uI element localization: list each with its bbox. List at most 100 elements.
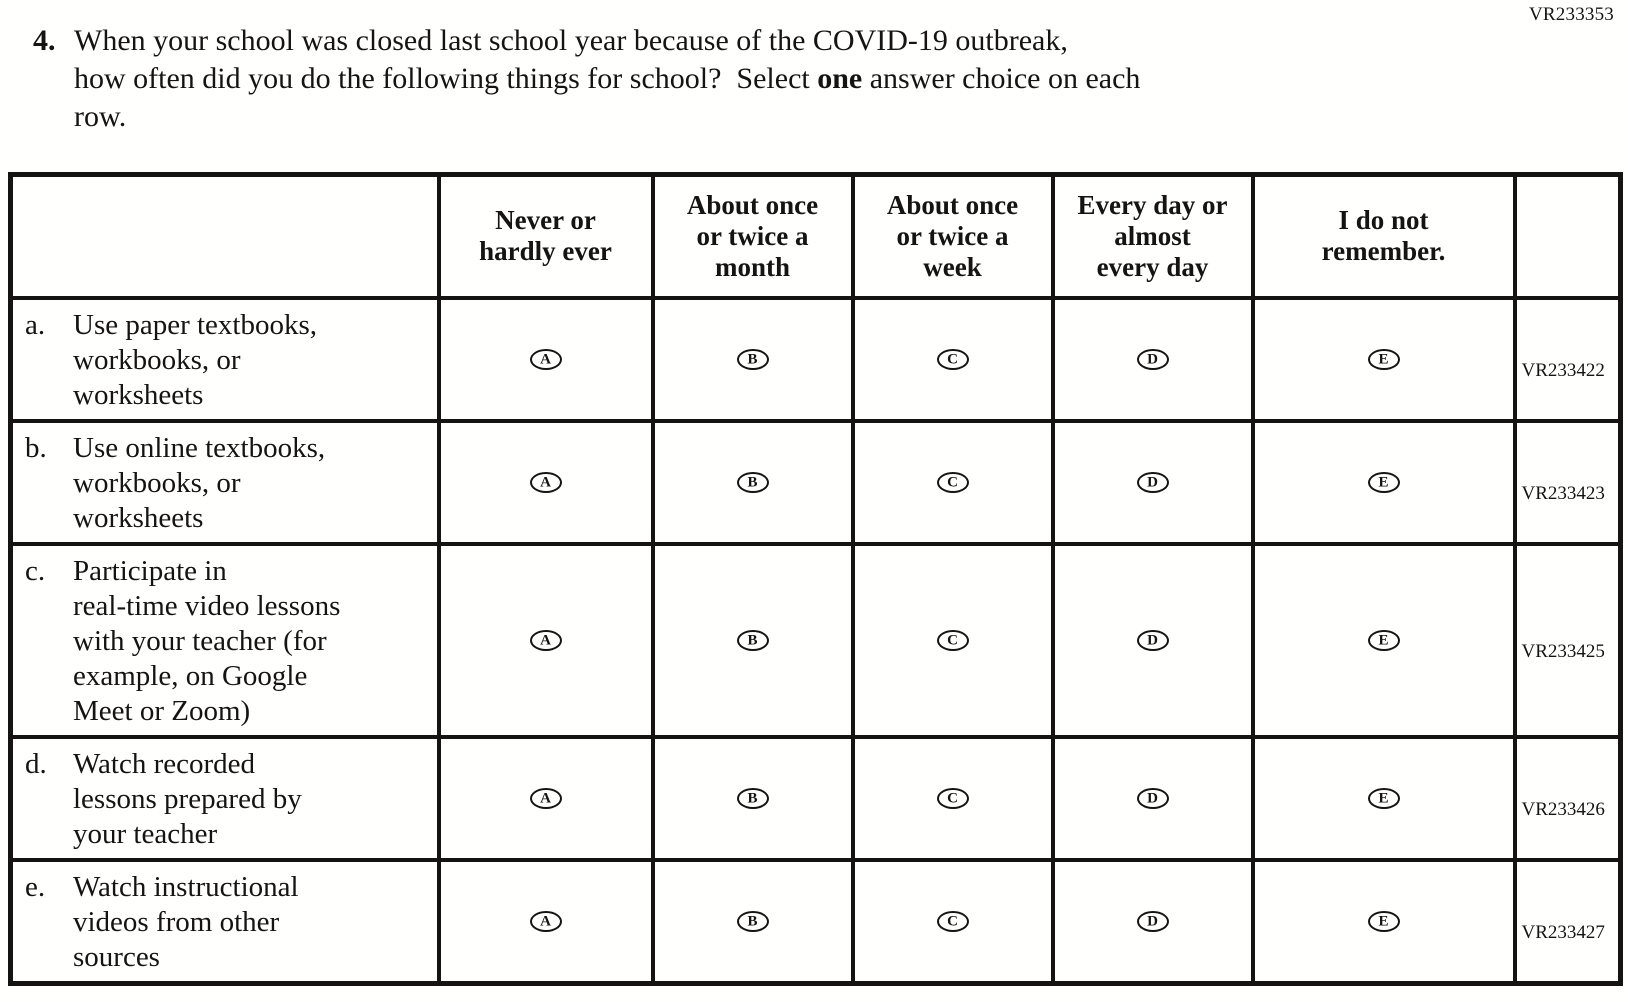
answer-bubble-e-C[interactable]: C — [936, 910, 969, 932]
choice-cell: C — [850, 857, 1055, 985]
column-header-line: About once — [886, 189, 1019, 220]
question-text-line: row. — [74, 100, 127, 133]
item-cell-c: c. Participate in real-time video lessons w… — [8, 541, 441, 739]
answer-bubble-c-D[interactable]: D — [1136, 629, 1169, 651]
question-text-line: When your school was closed last school … — [74, 24, 1068, 57]
answer-bubble-e-B[interactable]: B — [736, 910, 769, 932]
bubble-letter: B — [747, 351, 758, 367]
choice-cell: A — [436, 857, 655, 985]
choice-cell: C — [850, 418, 1055, 546]
row-code: VR233427 — [1521, 922, 1605, 943]
item-wrap: a. Use paper textbooks, workbooks, or works… — [25, 308, 433, 413]
answer-bubble-a-B[interactable]: B — [736, 348, 769, 370]
item-text-line: workbooks, or — [73, 343, 241, 376]
table-row-d: d. Watch recorded lessons prepared by your … — [8, 734, 1623, 862]
answer-bubble-d-B[interactable]: B — [736, 787, 769, 809]
bubble-letter: E — [1378, 351, 1389, 367]
item-text-line: Participate in — [73, 554, 227, 587]
bubble-letter: B — [747, 790, 758, 806]
bubble-letter: E — [1378, 474, 1389, 490]
item-text-line: Use online textbooks, — [73, 431, 326, 464]
answer-bubble-a-D[interactable]: D — [1136, 348, 1169, 370]
column-header-line: week — [923, 251, 982, 282]
item-wrap: e. Watch instructional videos from other so… — [25, 870, 433, 975]
column-header-4: Every day or almost every day — [1050, 172, 1255, 300]
answer-bubble-a-C[interactable]: C — [936, 348, 969, 370]
answer-bubble-b-E[interactable]: E — [1367, 471, 1400, 493]
bubble-letter: E — [1378, 790, 1389, 806]
choice-cell: A — [436, 418, 655, 546]
item-text-line: Use paper textbooks, — [73, 308, 318, 341]
item-text-line: Meet or Zoom) — [73, 694, 251, 727]
bubble-letter: C — [947, 632, 958, 648]
question-text-segment: answer choice on each — [862, 62, 1141, 95]
item-text-line: videos from other — [73, 905, 280, 938]
row-code: VR233423 — [1521, 483, 1605, 504]
bubble-letter: C — [947, 790, 958, 806]
bubble-letter: C — [947, 351, 958, 367]
item-text-line: Watch recorded — [73, 747, 256, 780]
answer-bubble-b-C[interactable]: C — [936, 471, 969, 493]
choice-cell: E — [1250, 857, 1517, 985]
item-cell-e: e. Watch instructional videos from other so… — [8, 857, 441, 985]
column-header-line: month — [714, 251, 790, 282]
answer-bubble-a-A[interactable]: A — [529, 348, 562, 370]
answer-bubble-e-A[interactable]: A — [529, 910, 562, 932]
item-text: Watch instructional videos from other sour… — [73, 870, 299, 975]
answer-bubble-d-A[interactable]: A — [529, 787, 562, 809]
column-header-3: About once or twice a week — [850, 172, 1055, 300]
column-header-line: every day — [1096, 251, 1209, 282]
row-code-cell: VR233427 — [1512, 857, 1623, 985]
choice-cell: A — [436, 734, 655, 862]
bubble-letter: D — [1147, 632, 1158, 648]
answer-bubble-c-B[interactable]: B — [736, 629, 769, 651]
choice-cell: D — [1050, 418, 1255, 546]
table-body: a. Use paper textbooks, workbooks, or works… — [8, 295, 1623, 985]
item-letter: d. — [25, 747, 47, 780]
question-block: 4. When your school was closed last scho… — [33, 22, 1628, 136]
answer-bubble-c-A[interactable]: A — [529, 629, 562, 651]
item-text-line: sources — [73, 940, 160, 973]
question-number: 4. — [33, 24, 56, 57]
choice-cell: D — [1050, 541, 1255, 739]
item-text-line: worksheets — [73, 378, 204, 411]
answer-bubble-b-D[interactable]: D — [1136, 471, 1169, 493]
column-header-line: hardly ever — [479, 236, 612, 267]
bubble-letter: A — [540, 351, 551, 367]
item-text-line: real-time video lessons — [73, 589, 341, 622]
answer-bubble-d-E[interactable]: E — [1367, 787, 1400, 809]
item-text-line: your teacher — [73, 817, 218, 850]
column-header-line: About once — [686, 189, 819, 220]
answer-bubble-b-A[interactable]: A — [529, 471, 562, 493]
bubble-letter: A — [540, 474, 551, 490]
item-cell-d: d. Watch recorded lessons prepared by your … — [8, 734, 441, 862]
row-code: VR233422 — [1521, 360, 1605, 381]
answer-bubble-d-D[interactable]: D — [1136, 787, 1169, 809]
choice-cell: C — [850, 295, 1055, 423]
column-header-line: Never or — [495, 205, 596, 236]
row-code-cell: VR233423 — [1512, 418, 1623, 546]
item-text-line: example, on Google — [73, 659, 308, 692]
question-text: When your school was closed last school … — [74, 22, 1140, 136]
answer-bubble-a-E[interactable]: E — [1367, 348, 1400, 370]
answer-bubble-d-C[interactable]: C — [936, 787, 969, 809]
choice-cell: E — [1250, 418, 1517, 546]
table-row-b: b. Use online textbooks, workbooks, or work… — [8, 418, 1623, 546]
bubble-letter: D — [1147, 474, 1158, 490]
row-code: VR233425 — [1521, 641, 1605, 662]
answer-bubble-c-C[interactable]: C — [936, 629, 969, 651]
bubble-letter: B — [747, 913, 758, 929]
answer-bubble-c-E[interactable]: E — [1367, 629, 1400, 651]
bubble-letter: B — [747, 474, 758, 490]
choice-cell: E — [1250, 295, 1517, 423]
answer-bubble-e-E[interactable]: E — [1367, 910, 1400, 932]
item-text: Participate in real-time video lessons wit… — [73, 554, 340, 729]
column-header-line: I do not — [1338, 205, 1429, 236]
bubble-letter: A — [540, 913, 551, 929]
answer-bubble-b-B[interactable]: B — [736, 471, 769, 493]
bubble-letter: D — [1147, 790, 1158, 806]
answer-bubble-e-D[interactable]: D — [1136, 910, 1169, 932]
